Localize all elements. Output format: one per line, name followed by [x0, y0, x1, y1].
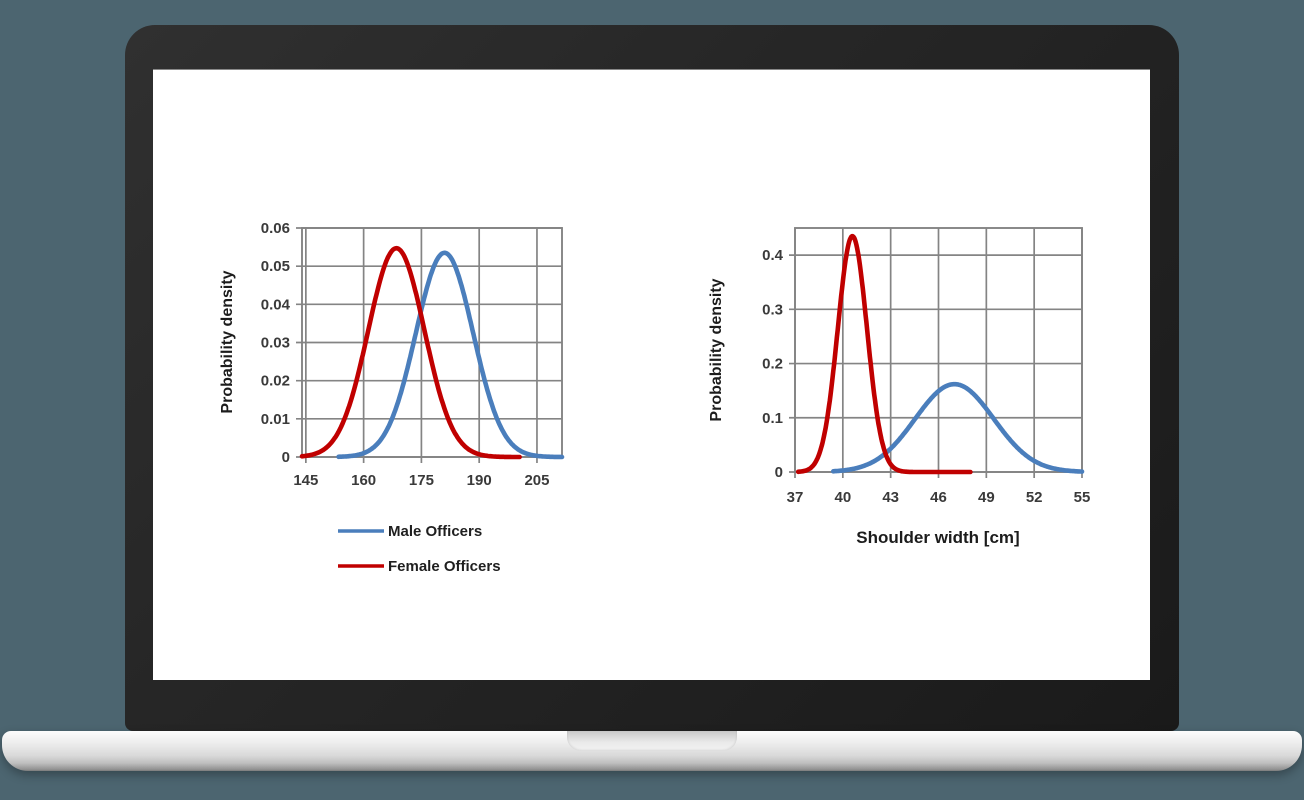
density-curve-female-officers: [795, 233, 973, 475]
y-tick-label: 0: [775, 464, 783, 481]
y-tick-label: 0.04: [261, 296, 291, 313]
x-tick-label: 49: [978, 489, 995, 506]
x-tick-label: 37: [787, 489, 804, 506]
y-tick-label: 0.4: [762, 247, 784, 264]
legend-label-female: Female Officers: [388, 558, 501, 575]
x-tick-label: 205: [524, 472, 549, 489]
x-tick-label: 52: [1026, 489, 1043, 506]
y-tick-label: 0.3: [762, 301, 783, 318]
y-tick-label: 0.2: [762, 356, 783, 373]
x-tick-label: 160: [351, 472, 376, 489]
x-axis-title: Shoulder width [cm]: [856, 528, 1019, 547]
x-tick-label: 175: [409, 472, 434, 489]
shoulder-width-density-chart: 37 40 43 46 49 52 55 0 0.1 0.2 0.3 0.4 Probability …: [708, 227, 1091, 547]
density-curve-male-officers: [336, 250, 565, 460]
y-tick-label: 0.06: [261, 220, 290, 237]
laptop-base: [2, 731, 1302, 771]
y-axis-title: Probability density: [219, 270, 236, 413]
shoulder-width-plot-area: 37 40 43 46 49 52 55 0 0.1 0.2 0.3 0.4: [762, 227, 1091, 506]
legend: Male Officers Female Officers: [338, 523, 501, 575]
legend-label-male: Male Officers: [388, 523, 482, 540]
y-tick-label: 0.03: [261, 335, 290, 352]
laptop-screen-bezel: 145 160 175 190 205 0 0.01 0.02 0.03 0.04 0.05 0.06…: [125, 25, 1179, 731]
y-tick-label: 0.1: [762, 410, 783, 427]
y-tick-label: 0.01: [261, 411, 290, 428]
y-tick-label: 0.02: [261, 373, 290, 390]
y-tick-label: 0: [282, 449, 290, 466]
plot-border: [301, 227, 563, 458]
x-tick-label: 40: [834, 489, 851, 506]
x-tick-label: 145: [293, 472, 318, 489]
y-axis-title: Probability density: [708, 278, 725, 421]
laptop-screen-display: 145 160 175 190 205 0 0.01 0.02 0.03 0.04 0.05 0.06…: [153, 70, 1150, 680]
height-density-plot-area: 145 160 175 190 205 0 0.01 0.02 0.03 0.04 0.05 0.06: [261, 220, 565, 489]
density-curve-male-officers: [831, 381, 1085, 474]
y-tick-label: 0.05: [261, 258, 290, 275]
x-tick-label: 43: [882, 489, 899, 506]
laptop-base-notch: [567, 731, 737, 751]
height-density-chart: 145 160 175 190 205 0 0.01 0.02 0.03 0.04 0.05 0.06…: [219, 220, 565, 575]
density-curve-female-officers: [299, 245, 522, 460]
x-tick-label: 46: [930, 489, 947, 506]
x-tick-label: 190: [467, 472, 492, 489]
x-tick-label: 55: [1074, 489, 1091, 506]
